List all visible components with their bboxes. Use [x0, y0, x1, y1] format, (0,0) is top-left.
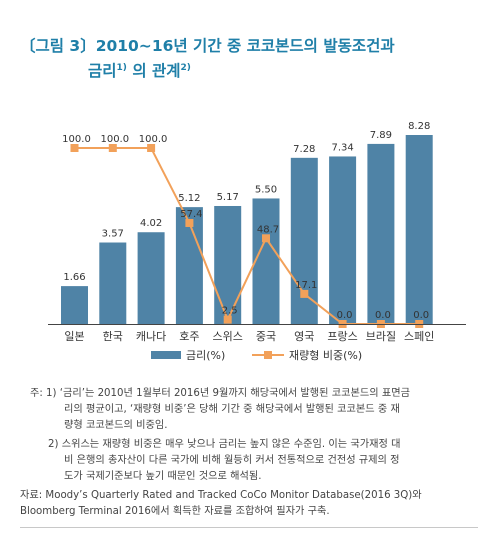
x-tick-label-9: 스페인	[404, 330, 434, 343]
x-tick-label-7: 프랑스	[327, 330, 357, 343]
legend: 금리(%) 재량형 비중(%)	[151, 349, 362, 362]
title-footnote-ref-2: 2)	[180, 62, 191, 73]
line-value-label-8: 0.0	[375, 310, 391, 321]
note-2-line-1: 2) 스위스는 재량형 비중은 매우 낮으나 금리는 높지 않은 수준임. 이는…	[48, 439, 401, 450]
bar-value-label-4: 5.17	[217, 192, 239, 203]
bar-value-label-9: 8.28	[408, 121, 430, 132]
chart-title-line1: 〔그림 3〕2010∼16년 기간 중 코코본드의 발동조건과	[20, 37, 395, 55]
bar-0	[61, 286, 88, 324]
line-marker-4	[223, 315, 232, 324]
note-1-line-1: 주: 1) ‘금리’는 2010년 1월부터 2016년 9월까지 해당국에서 …	[30, 388, 410, 399]
bar-value-label-6: 7.28	[293, 144, 315, 155]
line-value-label-7: 0.0	[337, 310, 353, 321]
legend-bar-label: 금리(%)	[186, 349, 225, 362]
bar-value-label-3: 5.12	[178, 193, 200, 204]
x-tick-label-1: 한국	[103, 330, 123, 343]
legend-bar-swatch	[151, 351, 181, 359]
legend-line-label: 재량형 비중(%)	[289, 349, 362, 362]
x-tick-label-3: 호주	[179, 330, 199, 343]
x-tick-label-5: 중국	[256, 330, 276, 343]
bar-1	[99, 242, 127, 324]
line-marker-0	[70, 144, 79, 152]
line-marker-2	[147, 144, 156, 152]
source-line-2: Bloomberg Terminal 2016에서 획득한 자료를 조합하여 필…	[20, 506, 330, 517]
title-footnote-ref-1: 1)	[116, 62, 127, 73]
bottom-rule	[20, 527, 478, 528]
note-2-line-3: 도가 국제기준보다 높기 때문인 것으로 해석됨.	[64, 471, 262, 482]
bar-8	[367, 143, 395, 324]
bar-value-labels: 1.66 3.57 4.02 5.12 5.17 5.50 7.28 7.34 7.89 8.28	[63, 121, 430, 283]
line-value-label-0: 100.0	[62, 134, 91, 145]
line-value-label-4: 2.5	[222, 306, 238, 317]
bar-series	[61, 135, 433, 324]
bar-value-label-7: 7.34	[331, 142, 353, 153]
title-relation-word: 의 관계	[132, 62, 181, 80]
bar-value-label-8: 7.89	[370, 130, 392, 141]
bar-value-label-5: 5.50	[255, 184, 277, 195]
bar-9	[405, 135, 433, 324]
bar-value-label-0: 1.66	[63, 272, 85, 283]
note-1-line-2: 리의 평균이고, ‘재량형 비중’은 당해 기간 중 해당국에서 발행된 코코본…	[64, 404, 400, 415]
bar-6	[290, 157, 318, 324]
line-marker-5	[262, 234, 270, 243]
line-value-label-2: 100.0	[139, 134, 168, 145]
x-tick-label-4: 스위스	[213, 330, 243, 343]
line-marker-6	[300, 289, 309, 298]
bar-value-label-1: 3.57	[102, 229, 124, 240]
note-1-line-3: 량형 코코본드의 비중임.	[64, 420, 168, 431]
x-tick-label-8: 브라질	[366, 330, 396, 343]
x-tick-labels: 일본 한국 캐나다 호주 스위스 중국 영국 프랑스 브라질 스페인	[64, 329, 434, 343]
bar-value-label-2: 4.02	[140, 218, 162, 229]
x-tick-label-0: 일본	[64, 329, 84, 343]
line-value-label-1: 100.0	[100, 134, 129, 145]
line-marker-1	[108, 144, 117, 152]
source-line-1: 자료: Moody’s Quarterly Rated and Tracked …	[20, 490, 422, 501]
line-value-label-3: 57.4	[180, 209, 202, 220]
line-marker-3	[185, 218, 194, 227]
x-tick-label-2: 캐나다	[136, 330, 166, 343]
line-value-label-9: 0.0	[413, 310, 429, 321]
line-value-label-5: 48.7	[257, 224, 279, 235]
bar-4	[214, 205, 242, 324]
bar-7	[329, 156, 357, 324]
note-2-line-2: 비 은행의 총자산이 다른 국가에 비해 월등히 커서 전통적으로 건전성 규제…	[64, 455, 400, 466]
legend-line-marker	[264, 351, 272, 359]
chart-title-line2: 금리1) 의 관계2)	[88, 59, 191, 81]
bar-5	[252, 198, 280, 324]
line-value-labels: 100.0 100.0 100.0 57.4 2.5 48.7 17.1 0.0 0.0 0.0	[62, 134, 429, 321]
chart-svg: 1.66 3.57 4.02 5.12 5.17 5.50 7.28 7.34 7.89 8.28…	[48, 121, 466, 362]
bar-2	[137, 232, 165, 324]
x-tick-label-6: 영국	[294, 330, 314, 343]
line-value-label-6: 17.1	[295, 280, 317, 291]
title-rate-word: 금리	[88, 62, 117, 80]
